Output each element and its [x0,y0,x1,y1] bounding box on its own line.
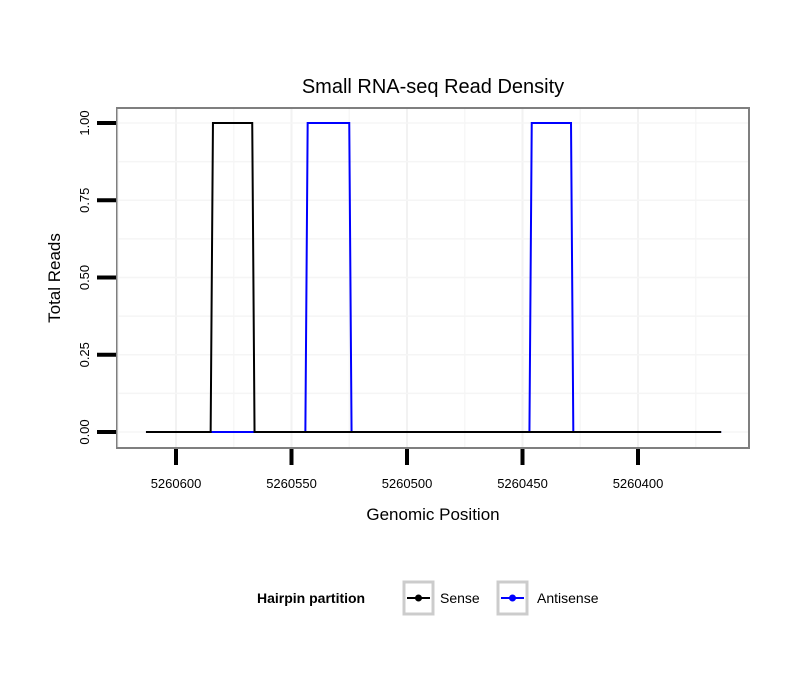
x-tick-label: 5260400 [613,476,664,491]
legend-item-sense: Sense [402,580,480,616]
legend: Hairpin partition Sense Antisense [257,580,599,616]
x-tick-label: 5260600 [151,476,202,491]
y-tick-label: 0.00 [77,419,92,444]
legend-label-sense: Sense [440,590,480,606]
legend-label-antisense: Antisense [537,590,599,606]
x-tick-label: 5260450 [497,476,548,491]
y-tick-label: 0.75 [77,188,92,213]
x-tick-label: 5260500 [382,476,433,491]
y-tick-label: 0.50 [77,265,92,290]
x-tick-label: 5260550 [266,476,317,491]
x-axis: 5260600 5260550 5260500 5260450 5260400 [151,449,664,491]
y-axis: 0.00 0.25 0.50 0.75 1.00 [77,110,116,445]
y-tick-label: 1.00 [77,110,92,135]
chart-title: Small RNA-seq Read Density [302,76,564,98]
legend-title: Hairpin partition [257,590,365,606]
series-lines [145,122,722,433]
x-axis-label: Genomic Position [366,505,499,524]
series-line-sense [145,122,722,433]
gridlines [117,109,748,447]
y-tick-label: 0.25 [77,342,92,367]
y-axis-label: Total Reads [45,233,64,323]
legend-item-antisense: Antisense [496,580,599,616]
